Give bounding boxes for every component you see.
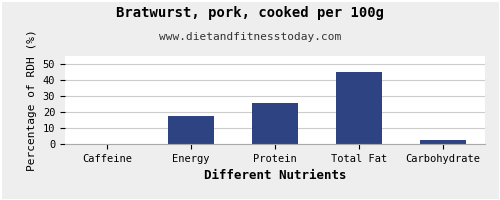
Text: Bratwurst, pork, cooked per 100g: Bratwurst, pork, cooked per 100g (116, 6, 384, 20)
Bar (168, 116, 214, 144)
Text: www.dietandfitnesstoday.com: www.dietandfitnesstoday.com (159, 32, 341, 42)
Y-axis label: Percentage of RDH (%): Percentage of RDH (%) (27, 29, 37, 171)
Bar (336, 72, 382, 144)
Bar (420, 140, 466, 144)
X-axis label: Different Nutrients: Different Nutrients (204, 169, 346, 182)
Bar (252, 103, 298, 144)
